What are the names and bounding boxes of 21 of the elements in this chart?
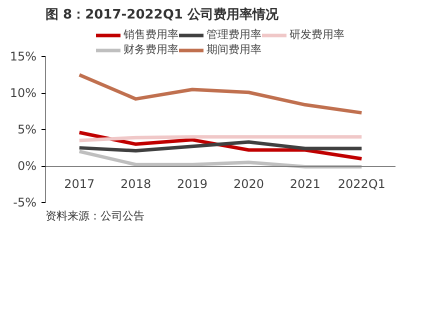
legend-label: 管理费用率 (206, 27, 262, 42)
legend-label: 财务费用率 (124, 42, 178, 57)
legend-label: 研发费用率 (290, 27, 344, 42)
legend-label: 销售费用率 (124, 27, 178, 42)
line-series (78, 140, 364, 152)
text: 资料来源：公司公告 (46, 210, 144, 222)
line-series (78, 73, 364, 115)
line-series (78, 150, 364, 169)
x-tick-label: 2018 (120, 177, 152, 192)
y-tick-label: 0% (17, 159, 37, 174)
x-tick-label: 2020 (233, 177, 264, 192)
y-tick-label: 15% (10, 50, 36, 64)
y-tick-label: 10% (10, 86, 36, 100)
legend-label: 期间费用率 (206, 42, 262, 57)
x-tick-label: 2017 (64, 177, 95, 192)
x-tick-label: 2019 (177, 177, 208, 192)
x-tick-label: 2022Q1 (338, 177, 386, 192)
y-tick-label: -5% (13, 196, 37, 210)
chart-title: 图 8：2017-2022Q1 公司费用率情况 (46, 6, 280, 22)
x-tick-label: 2021 (290, 177, 320, 192)
y-tick-label: 5% (17, 122, 37, 137)
